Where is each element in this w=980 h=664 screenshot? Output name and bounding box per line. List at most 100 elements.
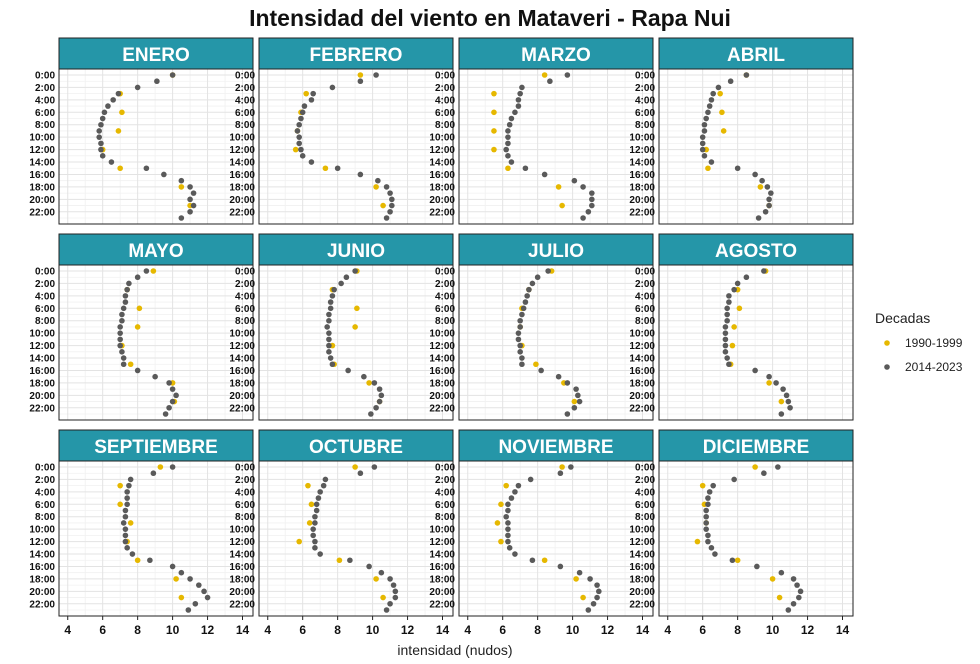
- point-mayo-1990-1999: [150, 268, 157, 274]
- y-tick-label: 20:00: [29, 391, 55, 402]
- y-tick-label: 6:00: [35, 108, 55, 119]
- y-tick-label: 20:00: [429, 195, 455, 206]
- y-tick-label: 14:00: [29, 354, 55, 365]
- point-enero-2014-2023: [178, 215, 185, 221]
- point-marzo-1990-1999: [559, 202, 565, 209]
- point-septiembre-1990-1999: [117, 482, 123, 489]
- point-diciembre-2014-2023: [708, 545, 715, 551]
- point-mayo-2014-2023: [143, 268, 150, 274]
- x-tick-label: 8: [334, 623, 341, 637]
- strip-diciembre: [658, 429, 854, 462]
- point-septiembre-1990-1999: [134, 557, 141, 564]
- point-febrero-1990-1999: [303, 90, 309, 97]
- x-tick-label: 6: [299, 623, 306, 637]
- point-febrero-2014-2023: [334, 165, 341, 172]
- panel-mayo: MAYO0:002:004:006:008:0010:0012:0014:001…: [29, 233, 254, 421]
- point-noviembre-2014-2023: [505, 507, 511, 514]
- point-octubre-2014-2023: [312, 513, 318, 520]
- point-mayo-2014-2023: [169, 398, 176, 405]
- y-tick-label: 6:00: [235, 304, 255, 315]
- plot-area-septiembre: [58, 460, 254, 617]
- point-septiembre-2014-2023: [129, 551, 136, 557]
- point-agosto-2014-2023: [780, 386, 786, 392]
- point-septiembre-1990-1999: [127, 520, 134, 526]
- panel-border-agosto: [658, 264, 854, 421]
- point-junio-2014-2023: [326, 317, 332, 324]
- y-tick-label: 18:00: [229, 574, 255, 585]
- y-tick-label: 8:00: [35, 512, 55, 523]
- panel-border-julio: [458, 264, 654, 421]
- point-junio-2014-2023: [338, 280, 344, 287]
- point-julio-2014-2023: [534, 274, 541, 281]
- point-abril-2014-2023: [699, 134, 706, 140]
- point-marzo-2014-2023: [589, 196, 595, 203]
- y-tick-label: 0:00: [435, 267, 455, 278]
- point-junio-2014-2023: [327, 355, 334, 361]
- point-agosto-2014-2023: [785, 398, 792, 405]
- point-noviembre-2014-2023: [590, 600, 597, 607]
- y-tick-label: 14:00: [229, 158, 255, 169]
- y-tick-label: 20:00: [629, 587, 655, 598]
- point-noviembre-2014-2023: [505, 501, 511, 508]
- x-axis-label: intensidad (nudos): [397, 642, 512, 658]
- point-febrero-2014-2023: [387, 208, 393, 215]
- point-diciembre-1990-1999: [769, 576, 776, 582]
- point-julio-2014-2023: [519, 361, 525, 368]
- point-septiembre-2014-2023: [196, 582, 202, 588]
- point-mayo-2014-2023: [120, 305, 127, 312]
- point-junio-2014-2023: [326, 342, 332, 349]
- point-febrero-2014-2023: [296, 140, 302, 147]
- point-enero-2014-2023: [190, 202, 197, 209]
- point-noviembre-2014-2023: [506, 545, 513, 551]
- x-axes: 4 6 8 10 12 14 4 6 8 10 12 14 4 6 8 10 12 14 4 6 8 10 12 14: [64, 616, 850, 637]
- legend-label-2014-2023: 2014-2023: [905, 360, 963, 374]
- point-junio-1990-1999: [366, 380, 372, 386]
- strip-enero: [58, 37, 254, 70]
- point-enero-2014-2023: [187, 208, 193, 215]
- legend: Decadas 1990-1999 2014-2023: [875, 310, 963, 374]
- point-agosto-2014-2023: [778, 411, 785, 417]
- y-tick-label: 4:00: [635, 291, 655, 302]
- point-diciembre-2014-2023: [703, 513, 709, 520]
- panel-julio: JULIO0:002:004:006:008:0010:0012:0014:00…: [429, 233, 654, 421]
- x-tick-label: 10: [766, 623, 780, 637]
- y-tick-label: 12:00: [429, 145, 455, 156]
- point-diciembre-2014-2023: [761, 470, 767, 477]
- y-tick-label: 16:00: [429, 366, 455, 377]
- x-tick-label: 4: [264, 623, 271, 637]
- point-octubre-1990-1999: [380, 594, 386, 601]
- point-marzo-1990-1999: [491, 109, 497, 116]
- point-junio-2014-2023: [324, 324, 330, 330]
- point-noviembre-2014-2023: [576, 569, 583, 576]
- y-tick-label: 16:00: [29, 562, 55, 573]
- point-agosto-2014-2023: [722, 349, 729, 355]
- y-tick-label: 0:00: [635, 463, 655, 474]
- strip-label-febrero: FEBRERO: [310, 45, 403, 66]
- point-abril-2014-2023: [699, 140, 706, 147]
- y-tick-label: 0:00: [35, 71, 55, 82]
- point-julio-2014-2023: [571, 404, 578, 411]
- strip-label-agosto: AGOSTO: [715, 241, 797, 262]
- point-abril-2014-2023: [755, 215, 762, 221]
- point-noviembre-1990-1999: [503, 482, 509, 489]
- legend-title: Decadas: [875, 310, 930, 326]
- strip-label-julio: JULIO: [528, 241, 584, 262]
- point-junio-2014-2023: [378, 392, 385, 399]
- y-tick-label: 6:00: [35, 304, 55, 315]
- y-tick-label: 16:00: [429, 170, 455, 181]
- y-tick-label: 2:00: [35, 475, 55, 486]
- point-enero-2014-2023: [105, 103, 111, 109]
- strip-label-junio: JUNIO: [327, 241, 385, 262]
- strip-noviembre: [458, 429, 654, 462]
- point-abril-2014-2023: [701, 121, 708, 128]
- point-septiembre-2014-2023: [178, 569, 185, 576]
- point-marzo-1990-1999: [541, 72, 548, 78]
- x-tick-label: 10: [166, 623, 180, 637]
- point-octubre-1990-1999: [336, 557, 343, 564]
- point-diciembre-1990-1999: [699, 482, 706, 489]
- point-octubre-2014-2023: [371, 464, 378, 470]
- y-tick-label: 22:00: [29, 207, 55, 218]
- point-mayo-2014-2023: [162, 411, 169, 417]
- point-octubre-2014-2023: [317, 551, 323, 557]
- point-abril-1990-1999: [719, 109, 725, 116]
